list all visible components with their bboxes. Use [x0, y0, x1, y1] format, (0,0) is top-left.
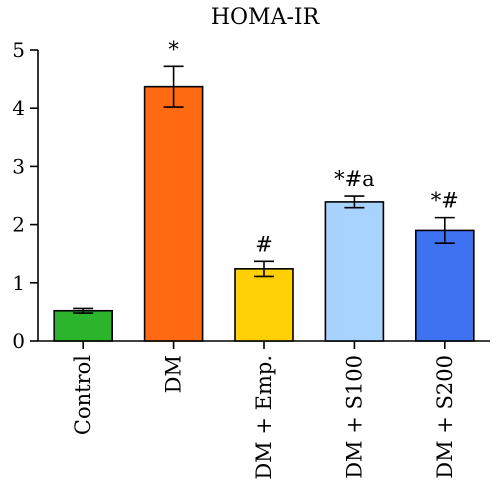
y-tick-label: 5 [12, 38, 25, 62]
category-labels-group: Control DM DM + Emp. DM + S100 DM + S200 [71, 355, 457, 480]
x-tick-label: Control [71, 355, 95, 435]
significance-label: *#a [334, 167, 375, 191]
bar-dm-s200 [414, 229, 475, 342]
bar-control [53, 309, 114, 342]
significance-label: * [168, 37, 179, 61]
annotations-group: *#*#a*# [168, 37, 459, 256]
y-tick-label: 3 [12, 154, 25, 178]
x-tick-label: DM + Emp. [252, 355, 276, 480]
y-tick-label: 1 [12, 271, 25, 295]
x-axis [38, 340, 490, 349]
x-tick-label: DM [162, 355, 186, 393]
bar-dm-emp [234, 268, 294, 342]
y-axis: 0 1 2 3 4 5 [12, 38, 39, 353]
bar-dm-s100 [324, 201, 385, 342]
error-bars-group [73, 65, 455, 314]
x-tick-label: DM + S100 [342, 355, 366, 479]
y-tick-label: 2 [12, 213, 25, 237]
chart-title: HOMA-IR [211, 5, 321, 30]
significance-label: *# [431, 189, 459, 213]
bars-group [53, 85, 475, 342]
y-tick-label: 0 [12, 329, 25, 353]
significance-label: # [255, 232, 273, 256]
x-tick-label: DM + S200 [433, 355, 457, 479]
y-tick-label: 4 [12, 96, 25, 120]
bar-dm [143, 85, 204, 342]
